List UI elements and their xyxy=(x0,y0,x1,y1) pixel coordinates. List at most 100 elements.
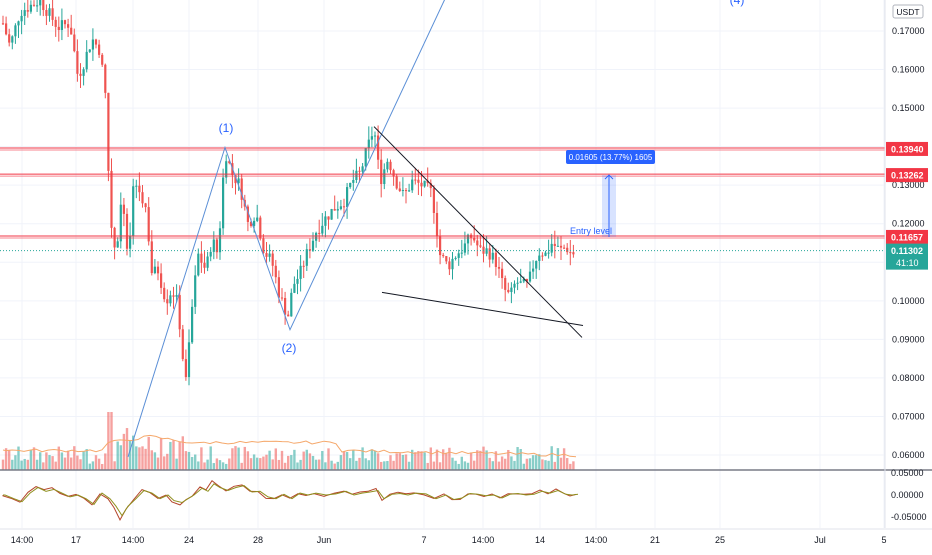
candle-body xyxy=(200,253,203,263)
candle-body xyxy=(290,292,293,317)
candle-body xyxy=(522,278,525,282)
volume-bar xyxy=(333,463,336,470)
drawings[interactable]: (1) (2) (4) 0.01605 (13.77%) 1605 Entry leve… xyxy=(0,0,885,458)
volume-bar xyxy=(159,437,163,470)
candle-body xyxy=(432,188,435,213)
candle-body xyxy=(181,329,184,360)
time-tick-label: 21 xyxy=(650,535,660,545)
candle-body xyxy=(572,252,575,255)
volume-bar xyxy=(125,428,129,470)
candle-body xyxy=(528,271,532,282)
volume-bar xyxy=(203,462,206,470)
candle-body xyxy=(411,179,414,191)
candle-body xyxy=(259,217,262,239)
volume-bar xyxy=(522,463,525,470)
candle-body xyxy=(222,177,225,229)
volume-bar xyxy=(376,453,380,470)
volume-bar xyxy=(66,450,70,470)
measure-label: 0.01605 (13.77%) 1605 xyxy=(569,153,653,162)
candle-body xyxy=(20,15,23,22)
candle-body xyxy=(479,245,482,247)
candle-body xyxy=(386,161,389,170)
candle-body xyxy=(296,278,299,284)
candle-body xyxy=(39,0,42,6)
volume-bar xyxy=(438,462,442,470)
volume-bar xyxy=(1,459,5,470)
price-tick-label: 0.09000 xyxy=(892,334,925,344)
volume-bar xyxy=(383,461,386,470)
candle-body xyxy=(246,206,249,222)
volume-bar xyxy=(451,457,454,470)
candle-body xyxy=(73,34,76,52)
candle-body xyxy=(525,278,528,282)
volume-bar xyxy=(166,453,169,470)
volume-bar xyxy=(104,453,107,470)
volume-bar xyxy=(566,458,569,470)
candle-body xyxy=(414,179,417,181)
volume-bar xyxy=(435,449,439,470)
indicator-pane xyxy=(0,469,932,521)
candle-body xyxy=(423,180,426,187)
candle-body xyxy=(54,19,57,27)
candle-body xyxy=(308,249,311,251)
candle-body xyxy=(144,203,147,208)
volume-bar xyxy=(91,461,95,470)
measure-arrow-head xyxy=(604,174,614,180)
volume-bar xyxy=(562,448,566,470)
volume-bar xyxy=(336,461,339,470)
candle-body xyxy=(150,241,153,274)
volume-bar xyxy=(361,447,364,470)
volume-bar xyxy=(116,441,119,470)
candle-body xyxy=(129,235,132,249)
volume-bar xyxy=(541,459,544,470)
candle-body xyxy=(330,209,333,220)
candle-body xyxy=(191,306,194,343)
candle-body xyxy=(284,298,287,315)
volume-bar xyxy=(119,445,122,470)
volume-bar xyxy=(469,452,473,470)
time-axis[interactable]: 14:00 17 14:00 24 28 Jun 7 14:00 14 14:00 21 25 Jul 5 xyxy=(0,528,932,545)
volume-bar xyxy=(559,457,563,470)
candle-body xyxy=(287,314,290,317)
candle-body xyxy=(550,243,553,253)
candle-body xyxy=(175,295,178,297)
candle-body xyxy=(178,295,181,330)
candle-body xyxy=(457,253,460,258)
candle-body xyxy=(256,217,259,221)
candle-body xyxy=(119,204,122,242)
candle-body xyxy=(98,44,101,55)
volume-bar xyxy=(547,460,550,470)
volume-bar xyxy=(479,450,482,470)
volume-bar xyxy=(423,452,426,470)
price-tick-label: 0.06000 xyxy=(892,450,925,460)
candle-body xyxy=(23,10,26,16)
wave-label: (2) xyxy=(282,341,297,355)
volume-bar xyxy=(259,458,262,470)
volume-bar xyxy=(327,448,330,470)
candle-body xyxy=(94,39,98,45)
candle-body xyxy=(336,209,339,211)
time-tick-label: 17 xyxy=(71,535,81,545)
volume-bar xyxy=(280,450,284,470)
candle-body xyxy=(1,23,5,25)
candle-body xyxy=(439,236,442,256)
candle-body xyxy=(435,212,439,237)
candle-body xyxy=(240,178,243,200)
volume-bar xyxy=(473,460,476,470)
candle-body xyxy=(36,5,39,7)
volume-bar xyxy=(352,450,355,470)
candle-body xyxy=(122,204,125,214)
candle-body xyxy=(132,186,135,236)
volume-bar xyxy=(314,459,318,470)
candle-body xyxy=(51,8,54,20)
volume-bar xyxy=(141,446,144,470)
candle-body xyxy=(507,289,510,293)
price-axis[interactable]: USDT0.170000.160000.150000.140000.130000… xyxy=(884,0,928,528)
volume-bar xyxy=(355,460,358,470)
candle-body xyxy=(398,188,401,191)
price-tick-label: 0.07000 xyxy=(892,411,925,421)
volume-bar xyxy=(262,456,265,470)
volume-bar xyxy=(256,457,259,470)
candle-body xyxy=(504,278,507,290)
